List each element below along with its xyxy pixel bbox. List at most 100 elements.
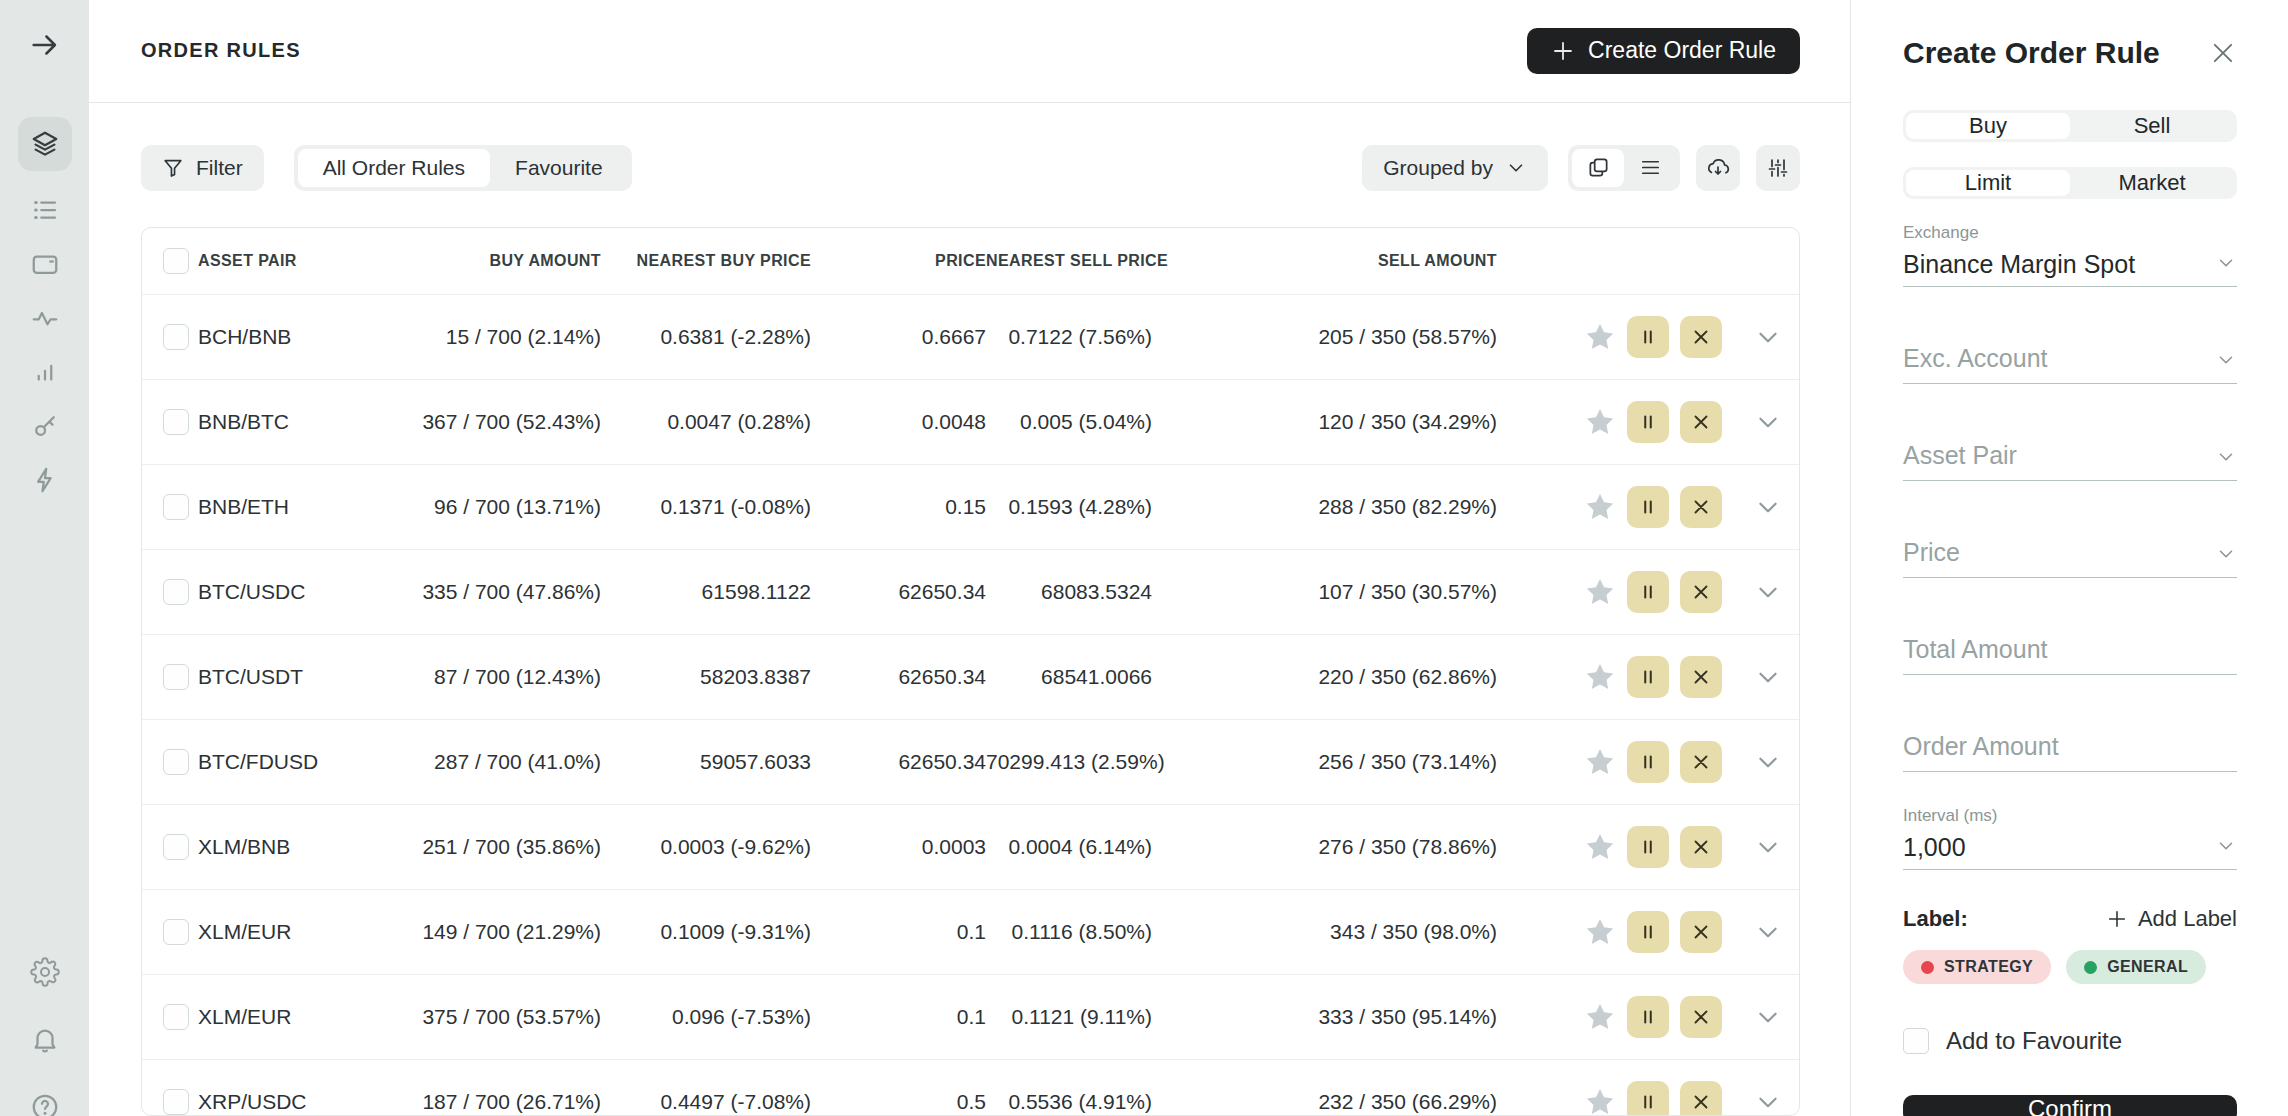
expand-row-chevron-icon[interactable] bbox=[1755, 324, 1781, 350]
pause-rule-button[interactable] bbox=[1627, 656, 1669, 698]
pause-rule-button[interactable] bbox=[1627, 826, 1669, 868]
nearest-buy-price-cell: 0.096 (-7.53%) bbox=[601, 1005, 811, 1029]
expand-row-chevron-icon[interactable] bbox=[1755, 579, 1781, 605]
favourite-star-icon[interactable] bbox=[1583, 490, 1617, 524]
buy-option[interactable]: Buy bbox=[1906, 113, 2070, 139]
sidebar-item-order-rules[interactable] bbox=[18, 117, 72, 171]
grouped-by-label: Grouped by bbox=[1383, 156, 1493, 180]
pause-rule-button[interactable] bbox=[1627, 741, 1669, 783]
market-option[interactable]: Market bbox=[2070, 170, 2234, 196]
confirm-button[interactable]: Confirm bbox=[1903, 1095, 2237, 1116]
bar-chart-icon[interactable] bbox=[30, 357, 60, 387]
tag-strategy[interactable]: STRATEGY bbox=[1903, 950, 2051, 984]
interval-select[interactable]: Interval (ms) 1,000 bbox=[1903, 806, 2237, 870]
order-amount-input[interactable]: Order Amount bbox=[1903, 732, 2237, 772]
wallet-icon[interactable] bbox=[30, 249, 60, 279]
tag-general[interactable]: GENERAL bbox=[2066, 950, 2206, 984]
buy-amount-cell: 367 / 700 (52.43%) bbox=[378, 410, 601, 434]
favourite-star-icon[interactable] bbox=[1583, 405, 1617, 439]
row-checkbox[interactable] bbox=[163, 919, 189, 945]
nearest-sell-price-cell: 68541.0066 bbox=[986, 665, 1152, 689]
chevron-down-icon bbox=[2215, 252, 2237, 274]
exchange-select[interactable]: Exchange Binance Margin Spot bbox=[1903, 223, 2237, 287]
cancel-rule-button[interactable] bbox=[1680, 996, 1722, 1038]
price-select[interactable]: Price bbox=[1903, 538, 2237, 578]
expand-row-chevron-icon[interactable] bbox=[1755, 919, 1781, 945]
list-view-button[interactable] bbox=[1624, 149, 1676, 187]
asset-pair-select[interactable]: Asset Pair bbox=[1903, 441, 2237, 481]
expand-row-chevron-icon[interactable] bbox=[1755, 664, 1781, 690]
add-label-button[interactable]: Add Label bbox=[2106, 906, 2237, 932]
help-icon[interactable] bbox=[30, 1092, 60, 1116]
expand-row-chevron-icon[interactable] bbox=[1755, 409, 1781, 435]
grouped-by-dropdown[interactable]: Grouped by bbox=[1362, 145, 1548, 191]
favourite-star-icon[interactable] bbox=[1583, 745, 1617, 779]
row-checkbox[interactable] bbox=[163, 749, 189, 775]
favourite-star-icon[interactable] bbox=[1583, 320, 1617, 354]
pause-rule-button[interactable] bbox=[1627, 486, 1669, 528]
card-view-button[interactable] bbox=[1572, 149, 1624, 187]
column-settings-button[interactable] bbox=[1756, 145, 1800, 191]
favourite-star-icon[interactable] bbox=[1583, 660, 1617, 694]
cancel-rule-button[interactable] bbox=[1680, 316, 1722, 358]
row-checkbox[interactable] bbox=[163, 324, 189, 350]
cancel-rule-button[interactable] bbox=[1680, 911, 1722, 953]
tab-all-order-rules[interactable]: All Order Rules bbox=[298, 149, 490, 187]
select-all-checkbox[interactable] bbox=[163, 248, 189, 274]
pause-rule-button[interactable] bbox=[1627, 571, 1669, 613]
cancel-rule-button[interactable] bbox=[1680, 401, 1722, 443]
exc-account-select[interactable]: Exc. Account bbox=[1903, 344, 2237, 384]
row-checkbox[interactable] bbox=[163, 1089, 189, 1115]
expand-row-chevron-icon[interactable] bbox=[1755, 1089, 1781, 1115]
expand-row-chevron-icon[interactable] bbox=[1755, 834, 1781, 860]
row-checkbox[interactable] bbox=[163, 409, 189, 435]
activity-icon[interactable] bbox=[30, 303, 60, 333]
sell-option[interactable]: Sell bbox=[2070, 113, 2234, 139]
row-checkbox[interactable] bbox=[163, 494, 189, 520]
favourite-star-icon[interactable] bbox=[1583, 830, 1617, 864]
filter-button[interactable]: Filter bbox=[141, 145, 264, 191]
row-checkbox[interactable] bbox=[163, 579, 189, 605]
sell-amount-cell: 276 / 350 (78.86%) bbox=[1152, 835, 1497, 859]
cancel-rule-button[interactable] bbox=[1680, 826, 1722, 868]
row-checkbox[interactable] bbox=[163, 1004, 189, 1030]
cancel-rule-button[interactable] bbox=[1680, 486, 1722, 528]
table-header-row: ASSET PAIR BUY AMOUNT NEAREST BUY PRICE … bbox=[142, 228, 1799, 294]
total-amount-input[interactable]: Total Amount bbox=[1903, 635, 2237, 675]
favourite-star-icon[interactable] bbox=[1583, 1000, 1617, 1034]
favourite-star-icon[interactable] bbox=[1583, 575, 1617, 609]
pause-rule-button[interactable] bbox=[1627, 996, 1669, 1038]
row-checkbox[interactable] bbox=[163, 664, 189, 690]
pause-rule-button[interactable] bbox=[1627, 401, 1669, 443]
nearest-sell-price-cell: 0.1121 (9.11%) bbox=[986, 1005, 1152, 1029]
export-button[interactable] bbox=[1696, 145, 1740, 191]
favourite-star-icon[interactable] bbox=[1583, 1085, 1617, 1116]
expand-row-chevron-icon[interactable] bbox=[1755, 494, 1781, 520]
lightning-icon[interactable] bbox=[30, 465, 60, 495]
notifications-bell-icon[interactable] bbox=[30, 1025, 60, 1055]
add-to-favourite-checkbox[interactable] bbox=[1903, 1028, 1929, 1054]
sell-amount-cell: 232 / 350 (66.29%) bbox=[1152, 1090, 1497, 1114]
table-row: XLM/EUR 149 / 700 (21.29%) 0.1009 (-9.31… bbox=[142, 889, 1799, 974]
pause-rule-button[interactable] bbox=[1627, 911, 1669, 953]
cancel-rule-button[interactable] bbox=[1680, 741, 1722, 783]
expand-row-chevron-icon[interactable] bbox=[1755, 749, 1781, 775]
expand-sidebar-icon[interactable] bbox=[28, 28, 62, 62]
limit-option[interactable]: Limit bbox=[1906, 170, 2070, 196]
list-icon[interactable] bbox=[30, 195, 60, 225]
tab-favourite[interactable]: Favourite bbox=[490, 149, 628, 187]
row-checkbox[interactable] bbox=[163, 834, 189, 860]
key-icon[interactable] bbox=[30, 411, 60, 441]
expand-row-chevron-icon[interactable] bbox=[1755, 1004, 1781, 1030]
favourite-star-icon[interactable] bbox=[1583, 915, 1617, 949]
cancel-rule-button[interactable] bbox=[1680, 656, 1722, 698]
cancel-rule-button[interactable] bbox=[1680, 571, 1722, 613]
close-icon[interactable] bbox=[2209, 39, 2237, 67]
pause-rule-button[interactable] bbox=[1627, 316, 1669, 358]
create-order-rule-button[interactable]: Create Order Rule bbox=[1527, 28, 1800, 74]
toolbar-right: Grouped by bbox=[1362, 145, 1800, 191]
pause-rule-button[interactable] bbox=[1627, 1081, 1669, 1116]
settings-gear-icon[interactable] bbox=[30, 957, 60, 987]
order-rules-tabs: All Order Rules Favourite bbox=[294, 145, 632, 191]
cancel-rule-button[interactable] bbox=[1680, 1081, 1722, 1116]
